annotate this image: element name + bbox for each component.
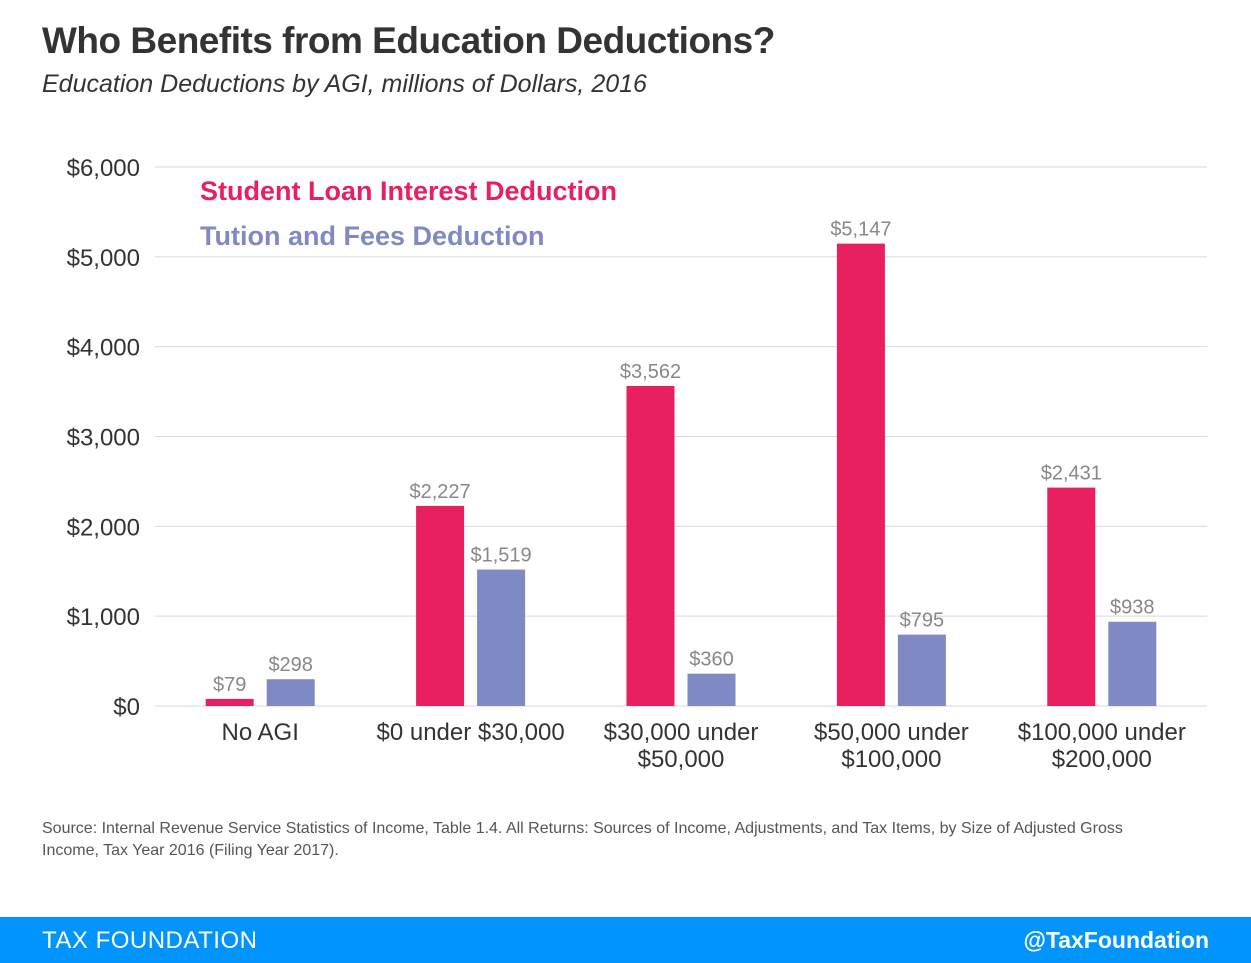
- chart-title: Who Benefits from Education Deductions?: [42, 20, 775, 61]
- x-tick-label: $50,000 under: [814, 719, 969, 746]
- bar-tuition-fees: [687, 673, 736, 706]
- y-tick-label: $2,000: [67, 514, 140, 541]
- bar-student-loan: [1047, 487, 1096, 706]
- bar-student-loan: [416, 505, 465, 706]
- data-label: $3,562: [620, 361, 681, 383]
- data-label: $5,147: [830, 219, 891, 241]
- footer-brand: TAX FOUNDATION: [42, 927, 258, 954]
- data-label: $795: [900, 610, 945, 632]
- x-tick-label: $200,000: [1052, 746, 1152, 773]
- footer-bar: TAX FOUNDATION @TaxFoundation: [0, 917, 1251, 963]
- bar-tuition-fees: [897, 634, 946, 706]
- bar-student-loan: [836, 243, 885, 706]
- x-tick-label: $30,000 under: [604, 719, 759, 746]
- bar-student-loan: [626, 386, 675, 706]
- y-tick-label: $1,000: [67, 604, 140, 631]
- x-tick-label: $100,000 under: [1018, 719, 1186, 746]
- data-label: $1,519: [471, 545, 532, 567]
- bar-student-loan: [205, 698, 254, 706]
- y-tick-label: $3,000: [67, 425, 140, 452]
- bar-tuition-fees: [477, 569, 526, 706]
- data-label: $938: [1110, 597, 1155, 619]
- source-note: Source: Internal Revenue Service Statist…: [42, 820, 1123, 859]
- y-tick-label: $6,000: [67, 155, 140, 182]
- y-tick-label: $5,000: [67, 245, 140, 272]
- data-label: $360: [689, 649, 734, 671]
- y-tick-label: $0: [113, 694, 140, 721]
- legend-entry: Tution and Fees Deduction: [200, 221, 545, 251]
- x-tick-label: $0 under $30,000: [377, 719, 565, 746]
- bar-tuition-fees: [266, 679, 315, 706]
- chart-subtitle: Education Deductions by AGI, millions of…: [42, 70, 647, 98]
- bar-tuition-fees: [1108, 621, 1157, 706]
- legend-entry: Student Loan Interest Deduction: [200, 176, 617, 206]
- x-tick-label: $50,000: [638, 746, 725, 773]
- y-tick-label: $4,000: [67, 335, 140, 362]
- x-tick-label: $100,000: [841, 746, 941, 773]
- bar-chart: $0 $1,000 $2,000 $3,000 $4,000 $5,000 $6,000 $7…: [67, 155, 1207, 773]
- footer-handle: @TaxFoundation: [1023, 927, 1209, 953]
- x-tick-label: No AGI: [222, 719, 299, 746]
- data-label: $2,431: [1041, 463, 1102, 485]
- data-label: $298: [268, 654, 313, 676]
- data-label: $79: [213, 674, 246, 696]
- data-label: $2,227: [410, 481, 471, 503]
